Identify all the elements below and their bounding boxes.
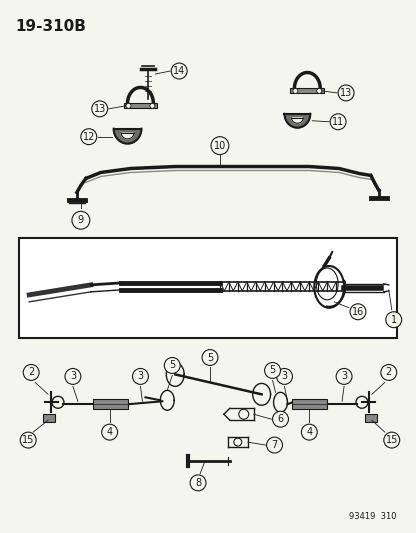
Text: 13: 13 (94, 104, 106, 114)
Circle shape (381, 365, 397, 381)
Polygon shape (121, 133, 134, 139)
Text: 2: 2 (28, 367, 34, 377)
FancyBboxPatch shape (19, 238, 397, 337)
Text: 3: 3 (341, 372, 347, 382)
Circle shape (317, 88, 322, 93)
Text: 5: 5 (270, 366, 276, 375)
Circle shape (293, 88, 298, 93)
Circle shape (23, 365, 39, 381)
Circle shape (336, 368, 352, 384)
Text: 13: 13 (340, 88, 352, 98)
Polygon shape (292, 118, 303, 123)
FancyBboxPatch shape (365, 414, 377, 422)
Text: 4: 4 (106, 427, 113, 437)
Text: 6: 6 (277, 414, 284, 424)
Text: 5: 5 (169, 360, 176, 370)
Circle shape (267, 437, 282, 453)
Text: 19-310B: 19-310B (15, 19, 86, 34)
Circle shape (164, 358, 180, 374)
Text: 9: 9 (78, 215, 84, 225)
Circle shape (384, 432, 400, 448)
Circle shape (277, 368, 292, 384)
FancyBboxPatch shape (43, 414, 55, 422)
Circle shape (301, 424, 317, 440)
Polygon shape (285, 114, 310, 128)
Circle shape (211, 136, 229, 155)
Circle shape (272, 411, 288, 427)
Circle shape (171, 63, 187, 79)
FancyBboxPatch shape (93, 399, 128, 409)
Circle shape (81, 129, 97, 144)
Text: 14: 14 (173, 66, 185, 76)
Circle shape (330, 114, 346, 130)
Circle shape (150, 103, 155, 108)
Text: 11: 11 (332, 117, 344, 127)
Text: 7: 7 (271, 440, 277, 450)
Text: 16: 16 (352, 307, 364, 317)
Circle shape (190, 475, 206, 491)
Text: 10: 10 (214, 141, 226, 151)
Text: 3: 3 (137, 372, 144, 382)
Text: 15: 15 (386, 435, 398, 445)
FancyBboxPatch shape (292, 399, 327, 409)
Circle shape (338, 85, 354, 101)
Text: 3: 3 (281, 372, 287, 382)
Circle shape (102, 424, 118, 440)
Circle shape (72, 211, 90, 229)
Circle shape (133, 368, 149, 384)
Text: 1: 1 (391, 314, 397, 325)
Circle shape (20, 432, 36, 448)
Circle shape (126, 103, 131, 108)
Text: 8: 8 (195, 478, 201, 488)
Text: 5: 5 (207, 352, 213, 362)
FancyBboxPatch shape (290, 88, 324, 93)
Text: 12: 12 (83, 132, 95, 142)
Circle shape (386, 312, 402, 328)
Polygon shape (114, 129, 141, 143)
FancyBboxPatch shape (124, 103, 157, 108)
Circle shape (202, 350, 218, 366)
Circle shape (265, 362, 280, 378)
Circle shape (350, 304, 366, 320)
Text: 15: 15 (22, 435, 35, 445)
Text: 93419  310: 93419 310 (349, 512, 397, 521)
Text: 4: 4 (306, 427, 312, 437)
Circle shape (92, 101, 108, 117)
Text: 3: 3 (70, 372, 76, 382)
Text: 2: 2 (386, 367, 392, 377)
Circle shape (65, 368, 81, 384)
